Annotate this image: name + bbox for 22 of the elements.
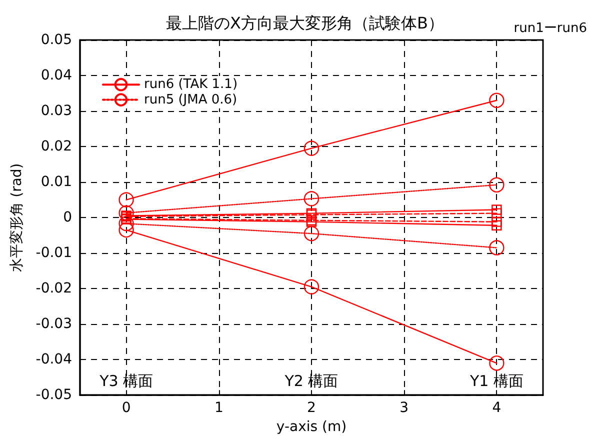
text: run1ーrun6	[514, 21, 588, 36]
x-tick-label: 0	[122, 400, 131, 416]
x-tick-label: 4	[492, 400, 502, 416]
y-axis-title: 水平変形角 (rad)	[9, 163, 25, 272]
x-tick-label: 3	[400, 400, 409, 416]
y-tick-label: -0.02	[36, 280, 72, 297]
y-tick-label: 0.01	[40, 174, 72, 190]
y-tick-label: 0.05	[40, 32, 72, 48]
y-tick-label: -0.01	[36, 245, 72, 262]
x-axis-title: y-axis (m)	[276, 419, 347, 435]
x-tick-label: 2	[307, 400, 316, 416]
legend-label: run5 (JMA 0.6)	[144, 92, 238, 108]
y-tick-label: 0.03	[40, 103, 72, 120]
y-tick-label: 0	[63, 210, 72, 226]
y-tick-label: -0.04	[36, 352, 72, 368]
x-tick-label: 1	[214, 400, 224, 416]
y-tick-label: 0.02	[40, 138, 72, 155]
y-tick-label: -0.03	[36, 316, 72, 332]
legend-label: run6 (TAK 1.1)	[144, 77, 238, 92]
chart-title: 最上階のX方向最大変形角（試験体B）	[166, 14, 444, 32]
y-tick-label: -0.05	[36, 387, 72, 404]
y-tick-label: 0.04	[40, 68, 72, 84]
